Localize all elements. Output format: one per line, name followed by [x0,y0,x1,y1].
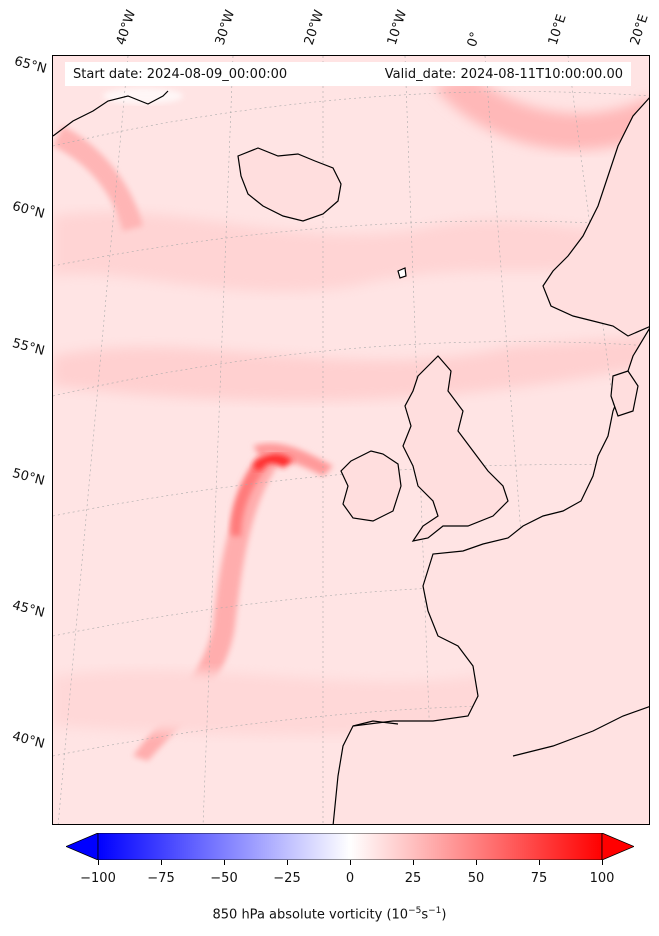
lat-label-40n: 40°N [10,729,47,752]
greenland-edge [53,90,169,137]
tick-line [287,860,288,865]
iceland [237,147,342,222]
tick-line [161,860,162,865]
colorbar-tick-label: −25 [273,871,301,886]
colorbar-tick-label: 75 [530,871,548,886]
lat-label-50n: 50°N [10,466,47,489]
ireland [340,450,402,522]
tick-line [224,860,225,865]
coastlines [53,90,649,824]
tick-line [350,860,351,865]
tick-line [98,860,99,865]
colorbar-label: 850 hPa absolute vorticity (10−5s−1) [212,906,447,923]
vorticity-map: Start date: 2024-08-09_00:00:00 Valid_da… [52,55,650,825]
lat-label-55n: 55°N [10,336,47,359]
valid-date-label: Valid_date: 2024-08-11T10:00:00.00 [384,67,623,82]
lon-label-0: 0° [464,30,484,49]
colorbar-tick-label: −100 [80,871,116,886]
tick-line [413,860,414,865]
lat-label-60n: 60°N [10,199,47,222]
colorbar-gradient [97,833,603,860]
tick-line [539,860,540,865]
colorbar-tick-label: 100 [589,871,615,886]
colorbar-tick-label: 0 [345,871,355,886]
colorbar-tick-label: −50 [210,871,238,886]
colorbar-tick-label: 25 [404,871,422,886]
denmark [610,370,639,417]
colorbar-extend-low [66,833,99,860]
lon-label-30w: 30°W [212,8,239,47]
colorbar-tick-label: 50 [467,871,485,886]
colorbar-extend-high [601,833,634,860]
lon-label-20e: 20°E [627,12,652,48]
colorbar-tick-label: −75 [147,871,175,886]
faroe [397,267,407,279]
lon-label-20w: 20°W [301,8,328,47]
tick-line [602,860,603,865]
start-date-label: Start date: 2024-08-09_00:00:00 [73,67,288,82]
lon-label-40w: 40°W [113,8,140,47]
lon-label-10w: 10°W [384,8,411,47]
norway [542,97,649,337]
info-bar: Start date: 2024-08-09_00:00:00 Valid_da… [65,62,631,86]
continent [332,328,649,824]
mediterranean-coast [512,706,649,757]
lat-label-45n: 45°N [10,598,47,621]
map-canvas [53,56,649,824]
lon-label-10e: 10°E [545,12,570,48]
great-britain [402,355,509,542]
spain-north [352,720,399,727]
lat-label-65n: 65°N [12,54,49,77]
tick-line [476,860,477,865]
colorbar [66,833,634,860]
